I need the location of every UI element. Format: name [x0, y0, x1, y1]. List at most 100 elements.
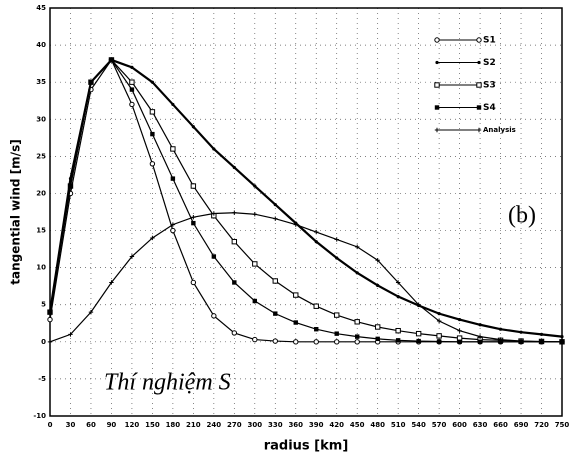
data-point: [355, 244, 360, 250]
x-tick-label: 540: [411, 421, 426, 429]
data-point: [376, 283, 380, 288]
legend-marker: [477, 60, 481, 65]
data-point: [232, 210, 237, 215]
data-point: [355, 334, 360, 339]
data-point: [252, 336, 258, 343]
x-tick-label: 270: [227, 421, 242, 429]
data-point: [560, 335, 564, 339]
x-tick-label: 630: [473, 421, 488, 429]
legend-marker: [476, 82, 482, 88]
legend-label: S2: [483, 58, 496, 68]
data-point: [313, 339, 319, 345]
data-point: [458, 317, 462, 322]
data-point: [314, 327, 319, 332]
x-tick-label: 120: [125, 421, 140, 429]
y-tick-label: 45: [36, 4, 46, 12]
data-point: [498, 337, 503, 342]
data-point: [355, 271, 359, 275]
data-point: [47, 316, 53, 323]
data-point: [293, 320, 298, 325]
data-point: [518, 338, 524, 344]
x-tick-label: 30: [66, 421, 76, 429]
data-point: [395, 280, 401, 285]
y-tick-label: 20: [36, 189, 46, 197]
x-tick-label: 240: [207, 421, 222, 429]
data-point: [212, 147, 216, 151]
data-point: [191, 125, 195, 129]
data-point: [416, 302, 421, 307]
data-point: [273, 311, 278, 316]
data-point: [211, 211, 217, 216]
x-tick-label: 210: [186, 421, 201, 429]
data-point: [68, 183, 73, 189]
data-point: [149, 161, 156, 167]
x-tick-label: 600: [452, 421, 467, 429]
data-point: [375, 258, 380, 263]
data-point: [170, 227, 176, 234]
data-point: [191, 220, 196, 226]
data-point: [293, 339, 299, 345]
data-point: [231, 330, 238, 336]
data-point: [253, 184, 257, 188]
annotation: Thí nghiệm S: [104, 370, 231, 396]
x-tick-label: 450: [350, 421, 365, 429]
data-point: [457, 328, 462, 333]
data-point: [47, 309, 53, 315]
data-point: [334, 339, 340, 345]
annotation: (b): [508, 203, 536, 229]
data-point: [395, 327, 401, 334]
data-point: [477, 334, 483, 339]
legend-label: S1: [483, 36, 496, 46]
data-point: [150, 235, 155, 241]
data-point: [374, 324, 381, 330]
x-axis-label: radius [km]: [264, 439, 349, 454]
data-point: [335, 256, 339, 260]
data-point: [313, 303, 319, 309]
x-tick-label: 720: [534, 421, 549, 429]
y-tick-label: 35: [36, 78, 46, 86]
data-point: [539, 332, 544, 336]
data-point: [539, 339, 544, 345]
data-point: [273, 202, 277, 207]
data-point: [170, 146, 176, 152]
data-point: [88, 309, 94, 315]
x-tick-label: 150: [145, 421, 160, 429]
y-tick-label: 10: [36, 264, 46, 272]
data-point: [211, 313, 217, 319]
data-point: [273, 216, 278, 221]
y-tick-label: 5: [41, 301, 46, 309]
x-tick-label: 570: [432, 421, 447, 429]
y-tick-label: 0: [41, 338, 46, 346]
data-point: [437, 312, 441, 316]
data-point: [314, 229, 319, 235]
data-point: [88, 79, 94, 85]
x-tick-label: 690: [514, 421, 529, 429]
y-tick-label: 30: [36, 115, 46, 123]
x-tick-label: 660: [493, 421, 508, 429]
data-point: [415, 330, 422, 337]
legend-marker: [435, 60, 439, 65]
data-point: [170, 176, 176, 181]
x-tick-label: 390: [309, 421, 324, 429]
data-point: [334, 237, 339, 242]
data-point: [129, 79, 135, 85]
x-tick-label: 330: [268, 421, 283, 429]
data-point: [252, 212, 257, 217]
data-point: [498, 327, 503, 331]
y-tick-label: -5: [38, 375, 46, 383]
legend-marker: [434, 127, 440, 133]
x-tick-label: 420: [329, 421, 344, 429]
data-point: [293, 222, 298, 227]
data-point: [130, 65, 134, 69]
data-point: [191, 214, 196, 220]
data-point: [436, 318, 442, 324]
x-tick-label: 360: [288, 421, 303, 429]
data-point: [109, 57, 114, 63]
legend-label: S3: [483, 81, 496, 91]
y-tick-label: 25: [36, 152, 46, 160]
series-line: [49, 212, 562, 343]
legend-label: Analysis: [483, 126, 516, 134]
data-point: [334, 331, 339, 336]
legend-marker: [434, 105, 440, 110]
